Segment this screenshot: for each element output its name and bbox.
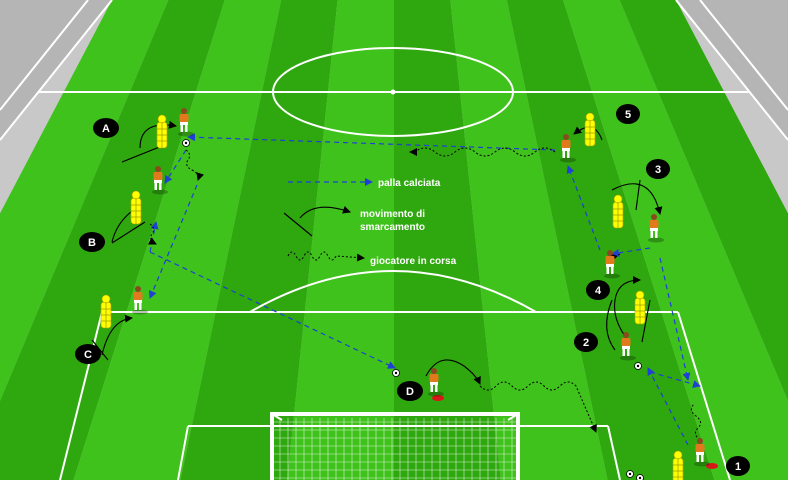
pitch-stripe bbox=[619, 0, 788, 480]
svg-text:1: 1 bbox=[735, 461, 741, 473]
station-c-label: C bbox=[75, 344, 101, 364]
legend-kicked-ball: palla calciata bbox=[378, 178, 441, 189]
legend-movement-line2: smarcamento bbox=[360, 222, 425, 233]
station-1-label: 1 bbox=[726, 456, 750, 476]
pitch-stripe bbox=[0, 0, 169, 480]
legend-running-player: giocatore in corsa bbox=[370, 256, 457, 267]
svg-text:5: 5 bbox=[625, 109, 631, 121]
station-4-label: 4 bbox=[586, 280, 610, 300]
legend: palla calciata movimento di smarcamento … bbox=[283, 178, 457, 267]
svg-text:4: 4 bbox=[595, 285, 602, 297]
station-5-label: 5 bbox=[616, 104, 640, 124]
svg-text:A: A bbox=[102, 123, 110, 135]
station-a-label: A bbox=[93, 118, 119, 138]
pass-arrows bbox=[148, 133, 701, 446]
station-d-label: D bbox=[397, 381, 423, 401]
pitch-stripe bbox=[73, 0, 282, 480]
pitch-stripe bbox=[450, 0, 608, 480]
station-2-label: 2 bbox=[574, 332, 598, 352]
svg-text:D: D bbox=[406, 386, 414, 398]
goal bbox=[270, 412, 520, 480]
svg-text:3: 3 bbox=[655, 164, 661, 176]
pitch-stripe bbox=[287, 0, 394, 480]
station-3-label: 3 bbox=[646, 159, 670, 179]
pitch-stripe bbox=[506, 0, 715, 480]
cones bbox=[432, 395, 718, 469]
movement-arrows bbox=[91, 120, 663, 385]
legend-movement-line1: movimento di bbox=[360, 209, 425, 220]
svg-text:B: B bbox=[88, 237, 96, 249]
station-labels: A B C D 1 2 3 4 bbox=[75, 104, 750, 476]
svg-text:C: C bbox=[84, 349, 92, 361]
pitch-stripe bbox=[394, 0, 501, 480]
station-b-label: B bbox=[79, 232, 105, 252]
svg-text:2: 2 bbox=[583, 337, 589, 349]
legend-movement-arrow bbox=[283, 207, 350, 237]
